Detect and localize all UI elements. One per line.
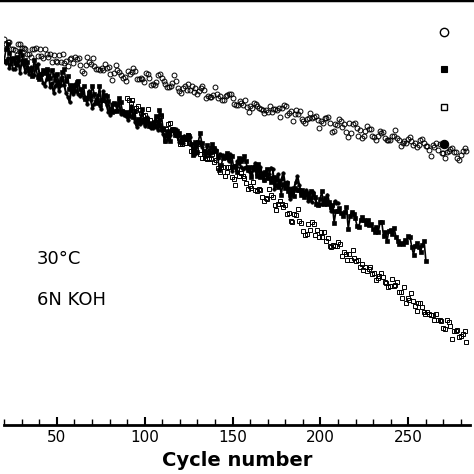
X-axis label: Cycle number: Cycle number — [162, 451, 312, 470]
Text: 30°C: 30°C — [37, 250, 81, 268]
Text: 6N KOH: 6N KOH — [37, 292, 106, 310]
